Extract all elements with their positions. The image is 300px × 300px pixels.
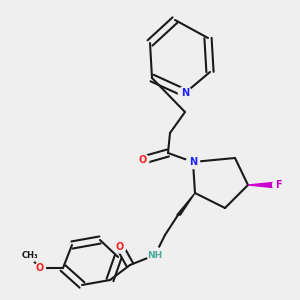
Circle shape xyxy=(137,154,149,166)
Text: O: O xyxy=(36,263,44,273)
Circle shape xyxy=(178,86,192,100)
Circle shape xyxy=(22,248,37,262)
Text: NH: NH xyxy=(147,250,163,260)
Text: O: O xyxy=(116,242,124,252)
Text: CH₃: CH₃ xyxy=(21,250,38,260)
Text: N: N xyxy=(181,88,189,98)
Circle shape xyxy=(147,247,163,263)
Text: N: N xyxy=(189,157,197,167)
Circle shape xyxy=(34,262,45,273)
Polygon shape xyxy=(177,193,195,215)
Text: O: O xyxy=(139,155,147,165)
Circle shape xyxy=(186,155,200,169)
Text: F: F xyxy=(275,180,281,190)
Polygon shape xyxy=(248,182,278,188)
Circle shape xyxy=(273,180,283,190)
Circle shape xyxy=(114,241,126,253)
